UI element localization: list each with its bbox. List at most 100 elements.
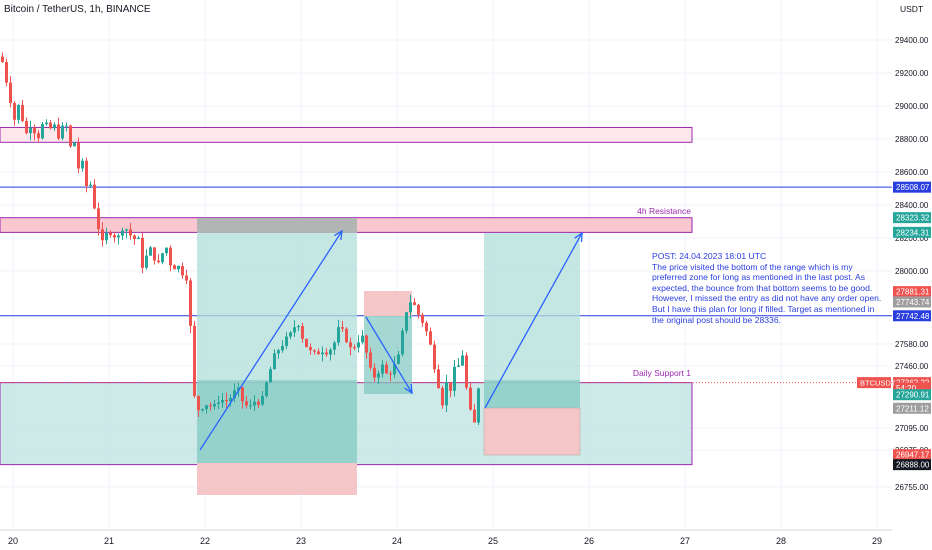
plan-profit	[484, 233, 580, 408]
arrow-up-1-head	[333, 229, 343, 241]
candle-body	[397, 354, 400, 364]
candles	[1, 52, 480, 426]
price-badge	[893, 296, 931, 308]
candle-body	[357, 342, 360, 348]
candle-body	[425, 322, 428, 332]
y-tick-label: 27460.00	[895, 362, 929, 371]
candle-body	[377, 373, 380, 378]
candle-body	[129, 229, 132, 236]
candle-body	[241, 387, 244, 402]
candle-body	[261, 396, 264, 405]
x-tick-label: 23	[296, 536, 306, 546]
x-tick-label: 24	[392, 536, 402, 546]
positions	[197, 218, 581, 495]
price-badge-label: 26888.00	[896, 461, 930, 470]
candle-body	[305, 338, 308, 348]
price-badge	[893, 382, 931, 394]
candle-body	[213, 404, 216, 407]
price-badge	[893, 226, 931, 238]
position-target-overlap	[197, 218, 357, 233]
candle-body	[133, 235, 136, 240]
candle-body	[449, 382, 452, 391]
plan-overlap	[484, 380, 580, 408]
candle-body	[457, 365, 460, 367]
candle-body	[145, 255, 148, 268]
candle-body	[21, 104, 24, 121]
candle-body	[361, 335, 364, 343]
y-tick-label: 28400.00	[895, 201, 929, 210]
candle-body	[65, 125, 68, 127]
candle-body	[69, 125, 72, 147]
candle-body	[193, 325, 196, 396]
candle-body	[293, 327, 296, 333]
arrow-up-plan	[484, 232, 583, 409]
y-tick-label: 28000.00	[895, 267, 929, 276]
candle-body	[245, 401, 248, 406]
candle-body	[49, 122, 52, 129]
candle-body	[157, 260, 160, 263]
candle-body	[209, 405, 212, 407]
upper-zone	[0, 126, 693, 143]
y-tick-label: 27580.00	[895, 340, 929, 349]
candle-body	[37, 133, 40, 139]
y-tick-label: 28600.00	[895, 168, 929, 177]
candle-body	[325, 352, 328, 355]
candle-body	[285, 336, 288, 346]
y-tick-label: 29200.00	[895, 69, 929, 78]
candle-body	[93, 184, 96, 209]
note-body: The price visited the bottom of the rang…	[652, 261, 882, 325]
support-label: Daily Support 1	[633, 368, 691, 378]
candle-body	[117, 235, 120, 238]
price-badge-label: 27290.91	[896, 391, 930, 400]
candle-body	[141, 237, 144, 268]
candle-body	[221, 399, 224, 403]
candle-body	[109, 232, 112, 236]
candle-body	[57, 124, 60, 139]
candle-body	[385, 364, 388, 374]
symbol-badge	[857, 377, 891, 389]
trend-arrows	[199, 229, 583, 451]
price-badge-label: 26947.17	[896, 451, 930, 460]
candle-body	[461, 355, 464, 366]
candle-body	[345, 328, 348, 343]
candle-body	[353, 347, 356, 349]
candle-body	[477, 388, 480, 423]
candle-body	[433, 344, 436, 370]
price-badge	[893, 389, 931, 401]
y-tick-label: 26755.00	[895, 483, 929, 492]
candle-body	[409, 302, 412, 313]
candle-body	[441, 388, 444, 406]
candle-body	[177, 266, 180, 270]
price-badge	[893, 212, 931, 224]
candle-body	[33, 127, 36, 134]
x-tick-label: 25	[488, 536, 498, 546]
candle-body	[253, 401, 256, 406]
candle-body	[29, 127, 32, 134]
price-badge	[893, 286, 931, 298]
currency-label: USDT	[900, 4, 923, 14]
candle-body	[373, 367, 376, 378]
x-tick-label: 28	[776, 536, 786, 546]
candle-body	[97, 208, 100, 230]
plan-loss	[483, 407, 581, 456]
candle-body	[197, 395, 200, 411]
candle-body	[273, 353, 276, 370]
candle-body	[169, 247, 172, 266]
price-badge-label: 54:20	[896, 384, 917, 393]
candle-body	[349, 342, 352, 348]
candle-body	[161, 253, 164, 263]
x-tick-label: 22	[200, 536, 210, 546]
candle-body	[437, 369, 440, 389]
candle-body	[81, 160, 84, 169]
horizontal-lines	[0, 186, 892, 384]
candle-body	[25, 120, 28, 134]
candle-body	[17, 104, 20, 120]
candle-body	[389, 373, 392, 375]
position-overlap	[197, 380, 357, 463]
price-badge-label: 27743.74	[896, 298, 930, 307]
candle-body	[73, 142, 76, 147]
y-tick-label: 29000.00	[895, 102, 929, 111]
arrow-down-head	[404, 383, 413, 395]
